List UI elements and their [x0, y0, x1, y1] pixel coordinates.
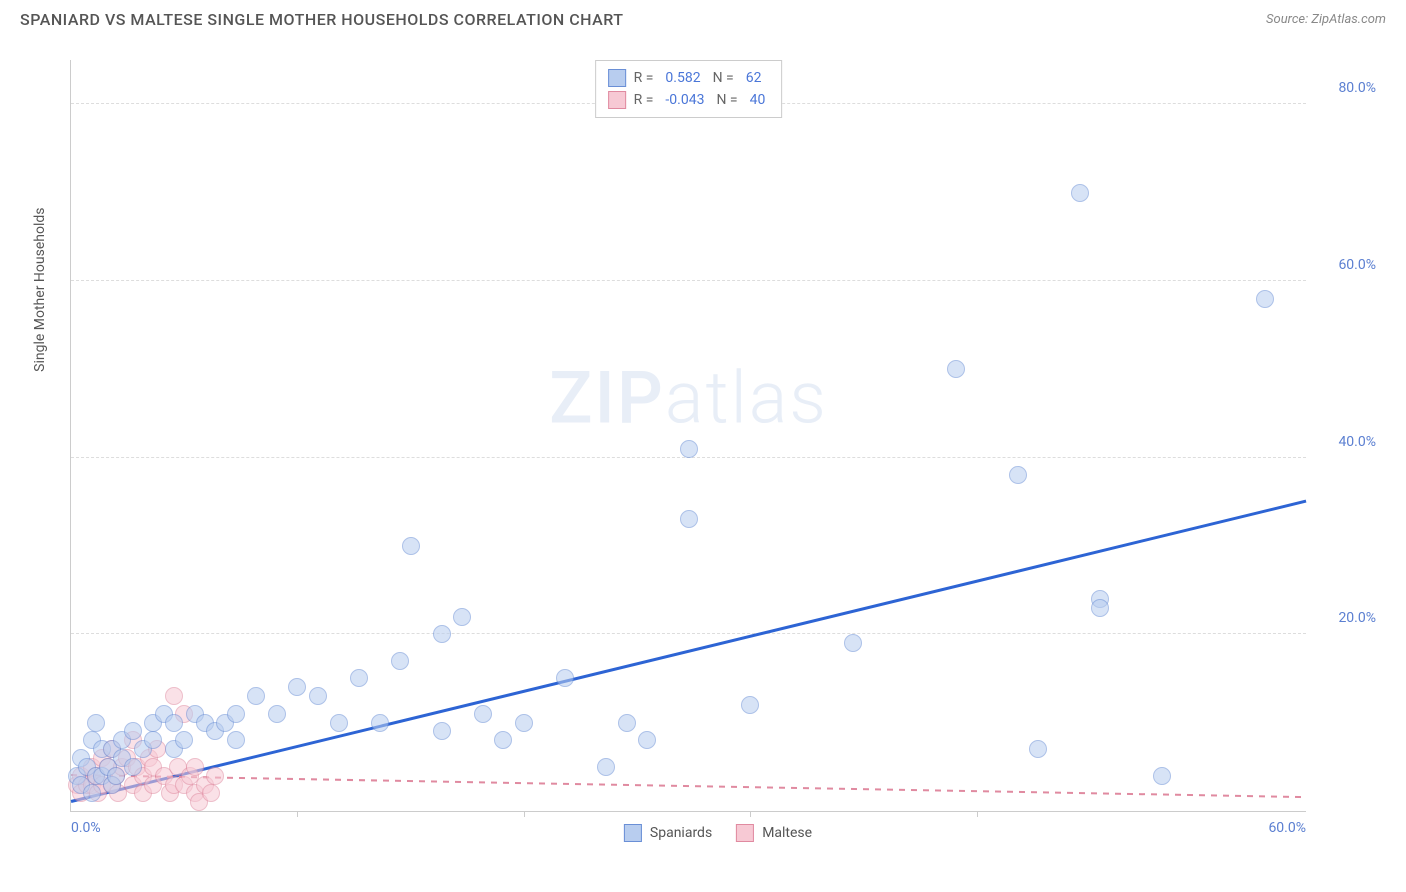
x-tick-label: 0.0%	[71, 820, 101, 836]
legend-item-spaniards: Spaniards	[624, 824, 712, 842]
y-tick-label: 80.0%	[1338, 80, 1376, 96]
chart-title: SPANIARD VS MALTESE SINGLE MOTHER HOUSEH…	[20, 10, 624, 29]
data-point-spaniards	[391, 652, 409, 670]
n-value-maltese: 40	[750, 92, 766, 108]
y-axis-label: Single Mother Households	[32, 208, 48, 372]
legend-row-maltese: R = -0.043 N = 40	[608, 89, 770, 111]
data-point-spaniards	[350, 669, 368, 687]
data-point-spaniards	[1153, 767, 1171, 785]
plot-area: ZIPatlas R = 0.582 N = 62 R = -0.043 N =…	[70, 60, 1306, 812]
source-attribution: Source: ZipAtlas.com	[1266, 12, 1386, 27]
data-point-spaniards	[144, 731, 162, 749]
y-tick-label: 60.0%	[1338, 257, 1376, 273]
data-point-spaniards	[556, 669, 574, 687]
data-point-spaniards	[124, 722, 142, 740]
data-point-spaniards	[1071, 184, 1089, 202]
data-point-maltese	[206, 767, 224, 785]
data-point-spaniards	[371, 714, 389, 732]
data-point-maltese	[186, 758, 204, 776]
data-point-spaniards	[402, 537, 420, 555]
data-point-spaniards	[227, 731, 245, 749]
chart-container: Single Mother Households ZIPatlas R = 0.…	[50, 50, 1386, 842]
data-point-spaniards	[83, 784, 101, 802]
data-point-spaniards	[268, 705, 286, 723]
x-minor-tick	[524, 811, 525, 817]
data-point-spaniards	[165, 714, 183, 732]
data-point-spaniards	[741, 696, 759, 714]
x-minor-tick	[297, 811, 298, 817]
data-point-spaniards	[288, 678, 306, 696]
data-point-spaniards	[597, 758, 615, 776]
data-point-maltese	[165, 687, 183, 705]
data-point-spaniards	[175, 731, 193, 749]
data-point-spaniards	[247, 687, 265, 705]
trend-line-maltese	[71, 774, 1306, 798]
y-tick-label: 40.0%	[1338, 434, 1376, 450]
legend-swatch-maltese-icon	[736, 824, 754, 842]
data-point-spaniards	[433, 722, 451, 740]
y-tick-label: 20.0%	[1338, 610, 1376, 626]
data-point-spaniards	[124, 758, 142, 776]
n-value-spaniards: 62	[746, 70, 762, 86]
data-point-spaniards	[515, 714, 533, 732]
x-minor-tick	[977, 811, 978, 817]
legend-label-maltese: Maltese	[762, 825, 812, 841]
data-point-spaniards	[680, 440, 698, 458]
legend-row-spaniards: R = 0.582 N = 62	[608, 67, 770, 89]
data-point-spaniards	[309, 687, 327, 705]
grid-line	[71, 633, 1306, 634]
data-point-spaniards	[1091, 599, 1109, 617]
trend-line-spaniards	[71, 499, 1307, 802]
data-point-spaniards	[227, 705, 245, 723]
x-tick-label: 60.0%	[1268, 820, 1306, 836]
grid-line	[71, 280, 1306, 281]
r-value-maltese: -0.043	[665, 92, 704, 108]
data-point-spaniards	[433, 625, 451, 643]
data-point-spaniards	[1029, 740, 1047, 758]
legend-item-maltese: Maltese	[736, 824, 812, 842]
data-point-spaniards	[638, 731, 656, 749]
data-point-spaniards	[474, 705, 492, 723]
correlation-legend: R = 0.582 N = 62 R = -0.043 N = 40	[595, 60, 783, 118]
data-point-spaniards	[107, 767, 125, 785]
data-point-spaniards	[494, 731, 512, 749]
data-point-spaniards	[330, 714, 348, 732]
x-minor-tick	[750, 811, 751, 817]
data-point-spaniards	[1256, 290, 1274, 308]
data-point-spaniards	[618, 714, 636, 732]
legend-swatch-maltese	[608, 91, 626, 109]
legend-swatch-spaniards-icon	[624, 824, 642, 842]
data-point-spaniards	[680, 510, 698, 528]
data-point-spaniards	[1009, 466, 1027, 484]
data-point-spaniards	[947, 360, 965, 378]
data-point-spaniards	[844, 634, 862, 652]
legend-label-spaniards: Spaniards	[650, 825, 712, 841]
series-legend: Spaniards Maltese	[624, 824, 812, 842]
watermark: ZIPatlas	[549, 355, 828, 440]
r-value-spaniards: 0.582	[665, 70, 700, 86]
data-point-maltese	[202, 784, 220, 802]
data-point-spaniards	[87, 714, 105, 732]
data-point-spaniards	[453, 608, 471, 626]
legend-swatch-spaniards	[608, 69, 626, 87]
